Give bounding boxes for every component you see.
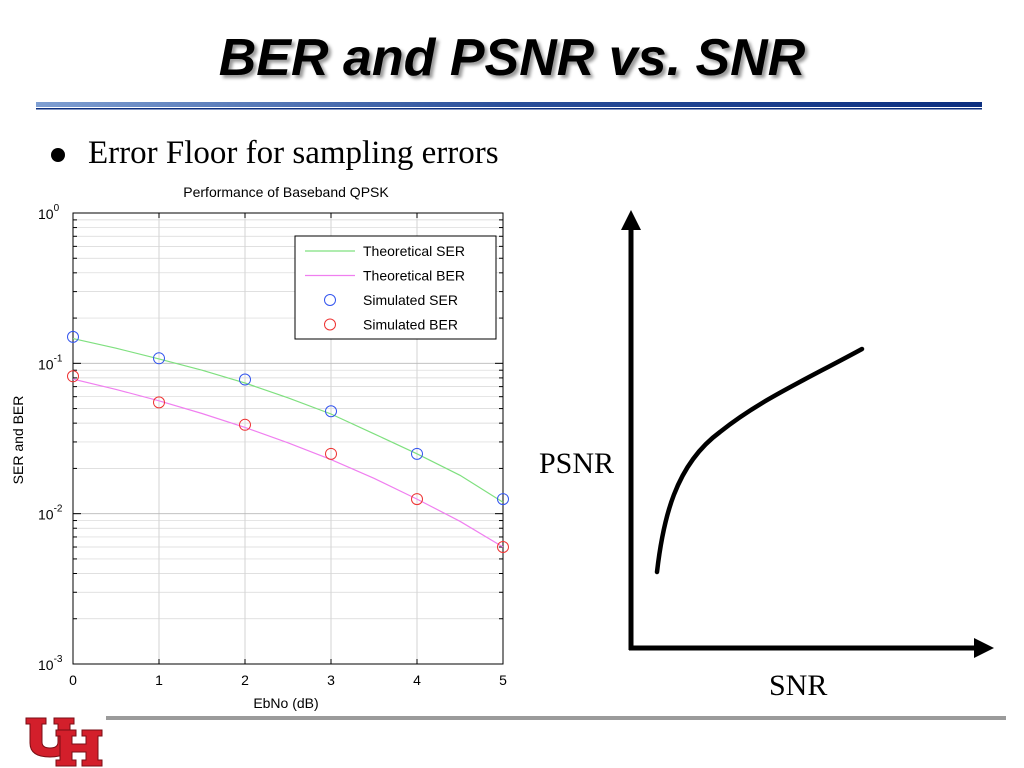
chart-ticks: 0 1 2 3 4 5 100 10-1 10-2 10-3 bbox=[38, 203, 507, 688]
chart-series bbox=[67, 330, 509, 554]
data-point-marker bbox=[153, 396, 165, 409]
data-point-marker bbox=[153, 352, 165, 365]
title-divider bbox=[36, 102, 982, 110]
sketch-y-label: PSNR bbox=[539, 447, 614, 480]
legend-label: Theoretical BER bbox=[363, 268, 465, 284]
y-axis-label: SER and BER bbox=[10, 396, 26, 485]
sketch-x-label: SNR bbox=[769, 669, 827, 700]
series-line bbox=[72, 378, 504, 548]
chart-title: Performance of Baseband QPSK bbox=[183, 184, 389, 200]
data-point-marker bbox=[67, 370, 79, 383]
data-point-marker bbox=[497, 493, 509, 506]
y-tick-label: 10-2 bbox=[38, 504, 63, 523]
bullet-text: Error Floor for sampling errors bbox=[88, 135, 499, 171]
bullet-dot-icon bbox=[51, 148, 65, 162]
y-tick-label: 10-3 bbox=[38, 654, 63, 673]
psnr-snr-sketch: PSNR SNR bbox=[539, 210, 994, 700]
legend-label: Theoretical SER bbox=[363, 243, 465, 259]
plot-frame bbox=[72, 212, 504, 665]
legend-marker-swatch bbox=[324, 318, 336, 331]
y-tick-label: 100 bbox=[38, 203, 60, 222]
y-tick-label: 10-1 bbox=[38, 353, 63, 372]
x-tick-label: 3 bbox=[327, 672, 335, 688]
legend-label: Simulated SER bbox=[363, 292, 458, 308]
data-point-marker bbox=[67, 330, 79, 343]
x-tick-label: 2 bbox=[241, 672, 249, 688]
legend-marker-swatch bbox=[324, 294, 336, 306]
x-tick-label: 1 bbox=[155, 672, 163, 688]
x-tick-label: 5 bbox=[499, 672, 507, 688]
legend-box bbox=[294, 235, 497, 340]
legend-label: Simulated BER bbox=[363, 317, 458, 333]
footer-divider bbox=[106, 716, 1006, 720]
bullet-item: Error Floor for sampling errors bbox=[48, 133, 548, 173]
x-axis-label: EbNo (dB) bbox=[253, 695, 318, 711]
data-point-marker bbox=[239, 373, 251, 386]
series-line bbox=[72, 338, 504, 503]
chart-legend: Theoretical SER Theoretical BER Simulated … bbox=[294, 235, 497, 340]
data-point-marker bbox=[497, 541, 509, 554]
data-point-marker bbox=[411, 493, 423, 506]
data-point-marker bbox=[411, 447, 423, 460]
x-tick-label: 4 bbox=[413, 672, 421, 688]
data-point-marker bbox=[325, 405, 337, 418]
slide-title: BER and PSNR vs. SNR bbox=[218, 29, 806, 87]
data-point-marker bbox=[239, 418, 251, 431]
uh-logo bbox=[25, 717, 103, 767]
psnr-curve bbox=[654, 346, 865, 575]
x-tick-label: 0 bbox=[69, 672, 77, 688]
ber-chart: Performance of Baseband QPSK 0 1 2 3 4 5 100 10… bbox=[10, 184, 509, 711]
data-point-marker bbox=[325, 447, 337, 460]
